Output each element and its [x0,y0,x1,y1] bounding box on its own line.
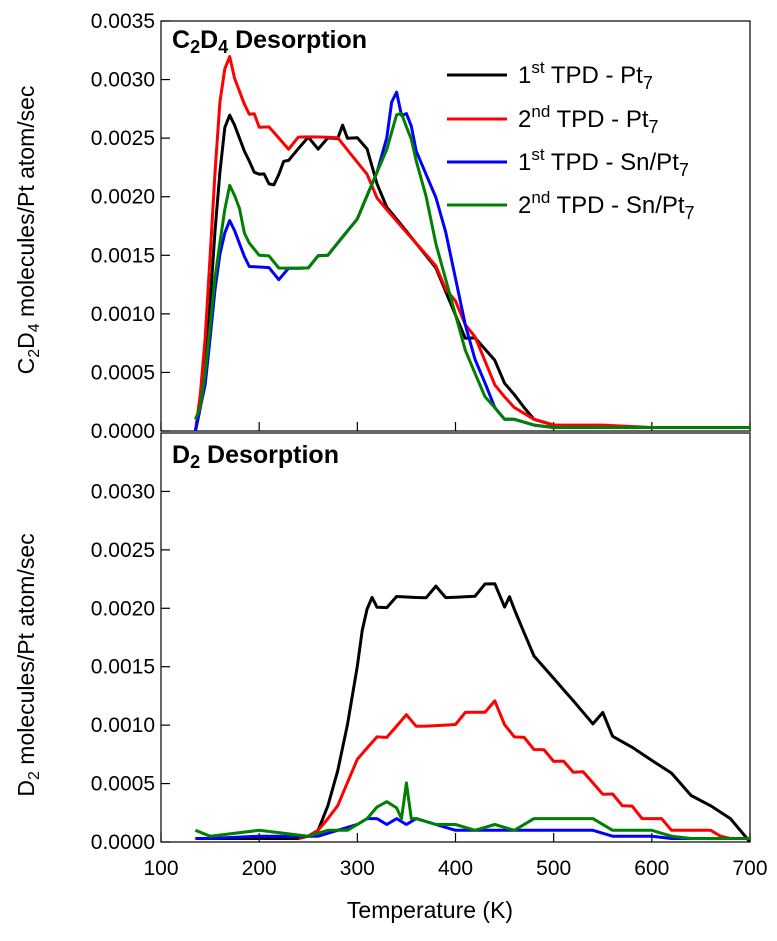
d2-y-tick-label: 0.0030 [91,480,155,503]
legend-entry-1st-snpt7: 1st TPD - Sn/Pt7 [447,145,689,180]
x-axis-label: Temperature (K) [347,897,513,923]
c2d4-y-tick-label: 0.0000 [91,420,155,443]
c2d4-panel-title: C2D4 Desorption [172,26,367,57]
d2-y-tick-label: 0.0020 [91,597,155,620]
d2-y-tick-label: 0.0005 [91,773,155,796]
d2-y-tick-label: 0.0025 [91,539,155,562]
c2d4-desorption-panel: C2D4 Desorption C2D4 molecules/Pt atom/s… [13,10,751,443]
d2-x-tick-label: 600 [634,857,669,880]
c2d4-y-tick-label: 0.0010 [91,303,155,326]
c2d4-series-2nd-tpd-pt7 [193,55,750,431]
d2-series-2nd-tpd-sn-pt7 [194,781,750,840]
d2-panel-title: D2 Desorption [172,441,339,472]
c2d4-y-tick-label: 0.0015 [91,244,155,267]
c2d4-y-tick-label: 0.0020 [91,186,155,209]
d2-x-tick-label: 100 [143,857,178,880]
legend-label-2nd-pt7: 2nd TPD - Pt7 [518,102,659,137]
d2-desorption-panel: D2 Desorption D2 molecules/Pt atom/sec T… [13,432,768,923]
legend-entry-2nd-snpt7: 2nd TPD - Sn/Pt7 [447,188,695,223]
d2-x-tick-label: 500 [536,857,571,880]
c2d4-y-tick-label: 0.0025 [91,127,155,150]
c2d4-y-tick-label: 0.0035 [91,10,155,33]
legend-entry-2nd-pt7: 2nd TPD - Pt7 [447,102,659,137]
c2d4-y-tick-label: 0.0030 [91,69,155,92]
legend: 1st TPD - Pt7 2nd TPD - Pt7 1st TPD - Sn… [447,58,695,223]
c2d4-series-1st-tpd-pt7 [193,113,750,431]
legend-label-2nd-snpt7: 2nd TPD - Sn/Pt7 [518,188,695,223]
d2-series-2nd-tpd-pt7 [298,699,731,840]
d2-series-1st-tpd-pt7 [195,582,750,842]
legend-entry-1st-pt7: 1st TPD - Pt7 [447,58,653,93]
legend-label-1st-snpt7: 1st TPD - Sn/Pt7 [518,145,689,180]
c2d4-plot-frame [160,20,751,432]
d2-x-tick-label: 300 [340,857,375,880]
d2-y-tick-label: 0.0000 [91,831,155,854]
d2-y-tick-label: 0.0010 [91,714,155,737]
d2-x-tick-label: 400 [438,857,473,880]
d2-x-tick-label: 200 [242,857,277,880]
c2d4-series-1st-tpd-sn-pt7 [193,90,750,431]
c2d4-series-2nd-tpd-sn-pt7 [194,112,750,429]
c2d4-y-axis-label: C2D4 molecules/Pt atom/sec [13,86,43,375]
d2-series-1st-tpd-sn-pt7 [195,817,692,840]
d2-x-tick-label: 700 [732,857,767,880]
c2d4-y-tick-label: 0.0005 [91,361,155,384]
d2-y-tick-label: 0.0015 [91,656,155,679]
d2-y-axis-label: D2 molecules/Pt atom/sec [13,533,43,796]
legend-label-1st-pt7: 1st TPD - Pt7 [518,58,653,93]
d2-plot-frame [160,432,751,843]
